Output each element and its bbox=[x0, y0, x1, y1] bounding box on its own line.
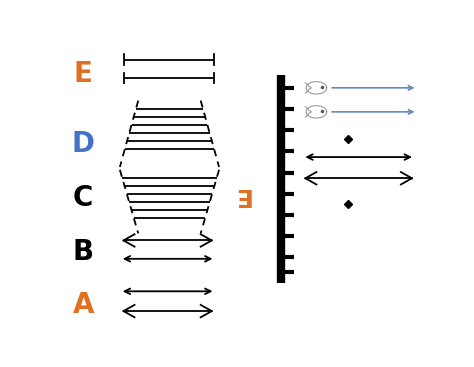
Text: D: D bbox=[72, 130, 95, 158]
Text: E: E bbox=[233, 183, 250, 207]
Text: B: B bbox=[73, 238, 94, 266]
Text: A: A bbox=[73, 291, 94, 319]
Text: C: C bbox=[73, 184, 93, 212]
Text: E: E bbox=[73, 60, 92, 88]
